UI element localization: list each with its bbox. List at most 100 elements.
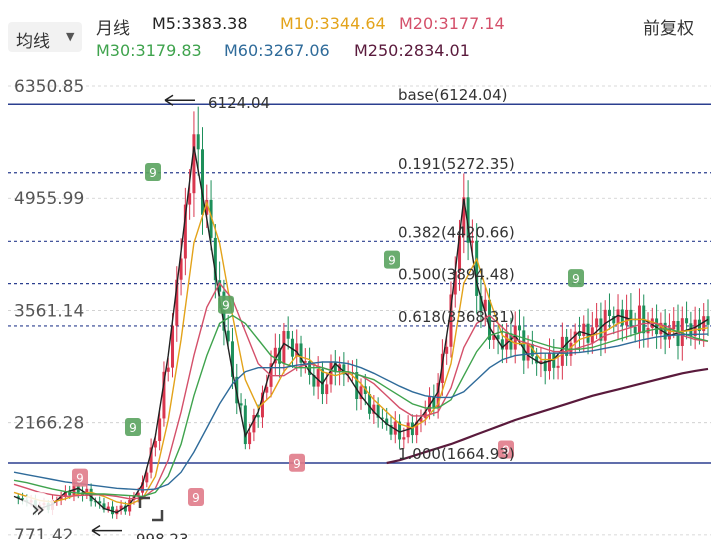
ma60-label: M60:3267.06 [224,41,330,60]
fullscreen-icon[interactable] [136,494,166,524]
candle-body [530,344,534,357]
td-label: 9 [192,491,200,505]
candle-body [393,421,397,435]
price-chart[interactable]: 9 9 9 9 9 9 9 9 9 6350.85 4955.99 3561.14 2166.28 77… [0,66,719,539]
y-tick-label: 6350.85 [14,77,84,97]
candle-body [706,316,710,325]
ma20-label: M20:3177.14 [399,14,505,33]
candle-body [111,506,115,515]
ma-type-dropdown[interactable]: 均线 ▼ [8,22,82,52]
candle-body [342,364,346,375]
candle-body [98,501,102,504]
fib-label: 0.618(3368.31) [398,308,515,326]
candle-body [539,360,543,364]
candle-body [149,447,153,473]
ma-line-m10 [13,200,709,506]
candle-body [93,501,97,503]
candle-body [192,134,196,194]
candle-body [372,404,376,414]
chevron-down-icon: ▼ [66,30,75,43]
candle-body [63,491,67,498]
chart-header: 均线 ▼ 月线 M5:3383.38 M10:3344.64 M20:3177.… [0,0,719,66]
fib-label: 1.000(1664.93) [398,445,515,463]
y-tick-label: 771.42 [14,526,73,539]
candle-body [513,325,517,350]
td-label: 9 [388,254,396,268]
candle-body [119,505,123,510]
fib-label: 0.382(4420.66) [398,223,515,241]
candle-body [162,371,166,419]
candle-body [518,325,522,331]
candle-body [252,415,256,433]
candle-body [522,330,526,361]
candle-body [612,315,616,324]
candle-body [213,237,217,281]
candle-body [312,374,316,387]
candle-body [256,415,260,418]
candle-body [415,421,419,436]
fib-label: 0.191(5272.35) [398,155,515,173]
td-marker [125,417,141,436]
candle-body [368,394,372,414]
candle-body [543,360,547,372]
candle-body [260,392,264,418]
candle-body [278,347,282,364]
candle-body [462,197,466,236]
candle-body [419,417,423,422]
candle-body [432,396,436,408]
expand-button[interactable]: » [20,492,56,528]
candle-body [599,318,603,341]
candle-body [239,403,243,406]
candle-body [672,320,676,330]
low-marker-label: 998.23 [136,531,189,539]
candle-body [595,318,599,328]
y-tick-label: 3561.14 [14,301,84,321]
ma5-label: M5:3383.38 [152,14,248,33]
candle-body [363,386,367,395]
candle-body [655,318,659,335]
candle-body [667,329,671,340]
high-marker-label: 6124.04 [208,94,270,112]
td-marker [498,440,514,459]
ma-line-m60 [13,333,709,491]
candle-body [398,421,402,440]
candle-body [106,506,110,510]
ma-line-m250 [386,367,709,465]
candle-body [470,240,474,243]
candle-body [436,382,440,408]
td-marker [145,162,161,181]
candle-body [685,318,689,324]
candle-body [158,418,162,441]
candle-body [166,367,170,372]
td-marker [289,453,305,472]
candle-body [290,338,294,357]
candle-body [59,497,63,500]
candle-body [16,496,20,499]
candle-body [449,294,453,347]
candle-body [380,417,384,419]
ma-type-label: 均线 [16,32,50,52]
candle-body [663,322,667,340]
candle-body [633,327,637,334]
y-tick-label: 4955.99 [14,189,84,209]
high-arrow-icon [164,94,195,106]
candle-body [325,384,329,395]
ma10-label: M10:3344.64 [280,14,386,33]
candle-body [355,372,359,400]
ma-line-m30 [13,314,709,498]
candle-body [265,386,269,393]
candle-body [243,405,247,445]
candle-body [226,330,230,342]
candle-body [188,193,192,205]
adjust-mode-button[interactable]: 前复权 [643,19,694,39]
candle-body [492,335,496,340]
td-label: 9 [149,166,157,180]
candle-body [582,323,586,336]
candle-body [230,341,234,377]
candle-body [196,134,200,150]
candle-body [458,235,462,272]
low-arrow-icon [91,525,122,537]
candle-body [440,353,444,383]
candle-body [295,343,299,357]
candle-body [577,331,581,336]
